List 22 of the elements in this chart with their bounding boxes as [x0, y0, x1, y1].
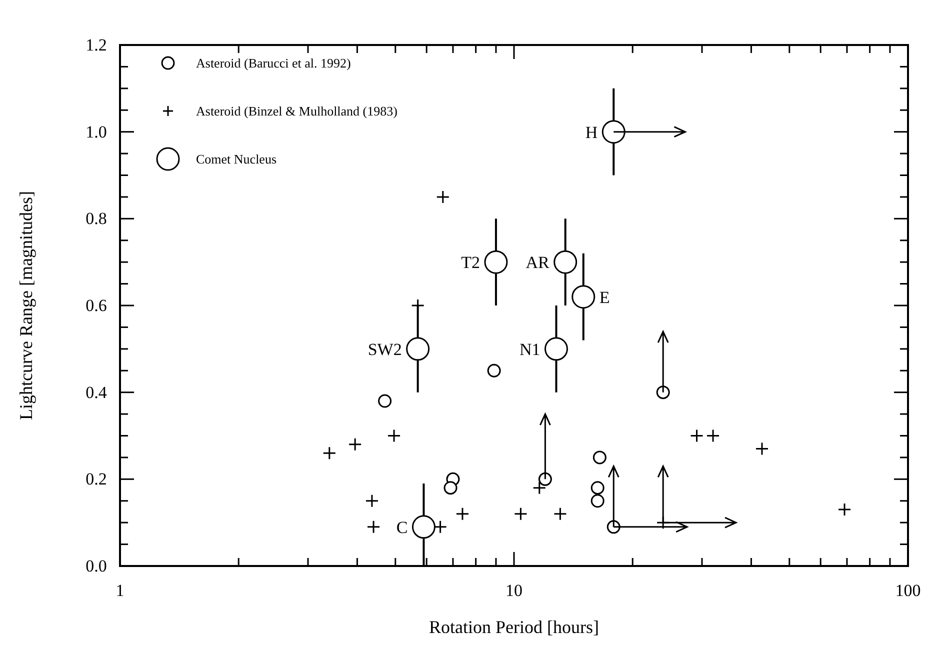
x-tick-label: 10 — [506, 581, 522, 600]
legend-label: Asteroid (Binzel & Mulholland (1983) — [196, 104, 398, 119]
annotation: H — [585, 122, 598, 142]
y-tick-label: 1.2 — [86, 35, 107, 54]
y-axis-title: Lightcurve Range [magnitudes] — [16, 191, 36, 420]
y-tick-label: 0.6 — [86, 296, 107, 315]
legend-label: Comet Nucleus — [196, 152, 277, 167]
annotation: C — [396, 518, 408, 537]
y-tick-label: 1.0 — [86, 122, 107, 142]
annotation: AR — [526, 253, 550, 272]
legend-label: Asteroid (Barucci et al. 1992) — [196, 56, 351, 71]
x-tick-label: 100 — [895, 581, 921, 600]
x-tick-label: 1 — [116, 581, 124, 600]
y-tick-label: 0.4 — [86, 382, 108, 402]
annotation: N1 — [519, 340, 540, 359]
y-tick-label: 0.2 — [86, 470, 107, 489]
y-tick-label: 0.8 — [86, 209, 107, 228]
annotation: E — [599, 288, 610, 307]
y-tick-label: 0.0 — [86, 556, 107, 576]
annotation: SW2 — [368, 340, 402, 359]
x-axis-title: Rotation Period [hours] — [429, 617, 599, 637]
annotation: T2 — [461, 253, 480, 272]
